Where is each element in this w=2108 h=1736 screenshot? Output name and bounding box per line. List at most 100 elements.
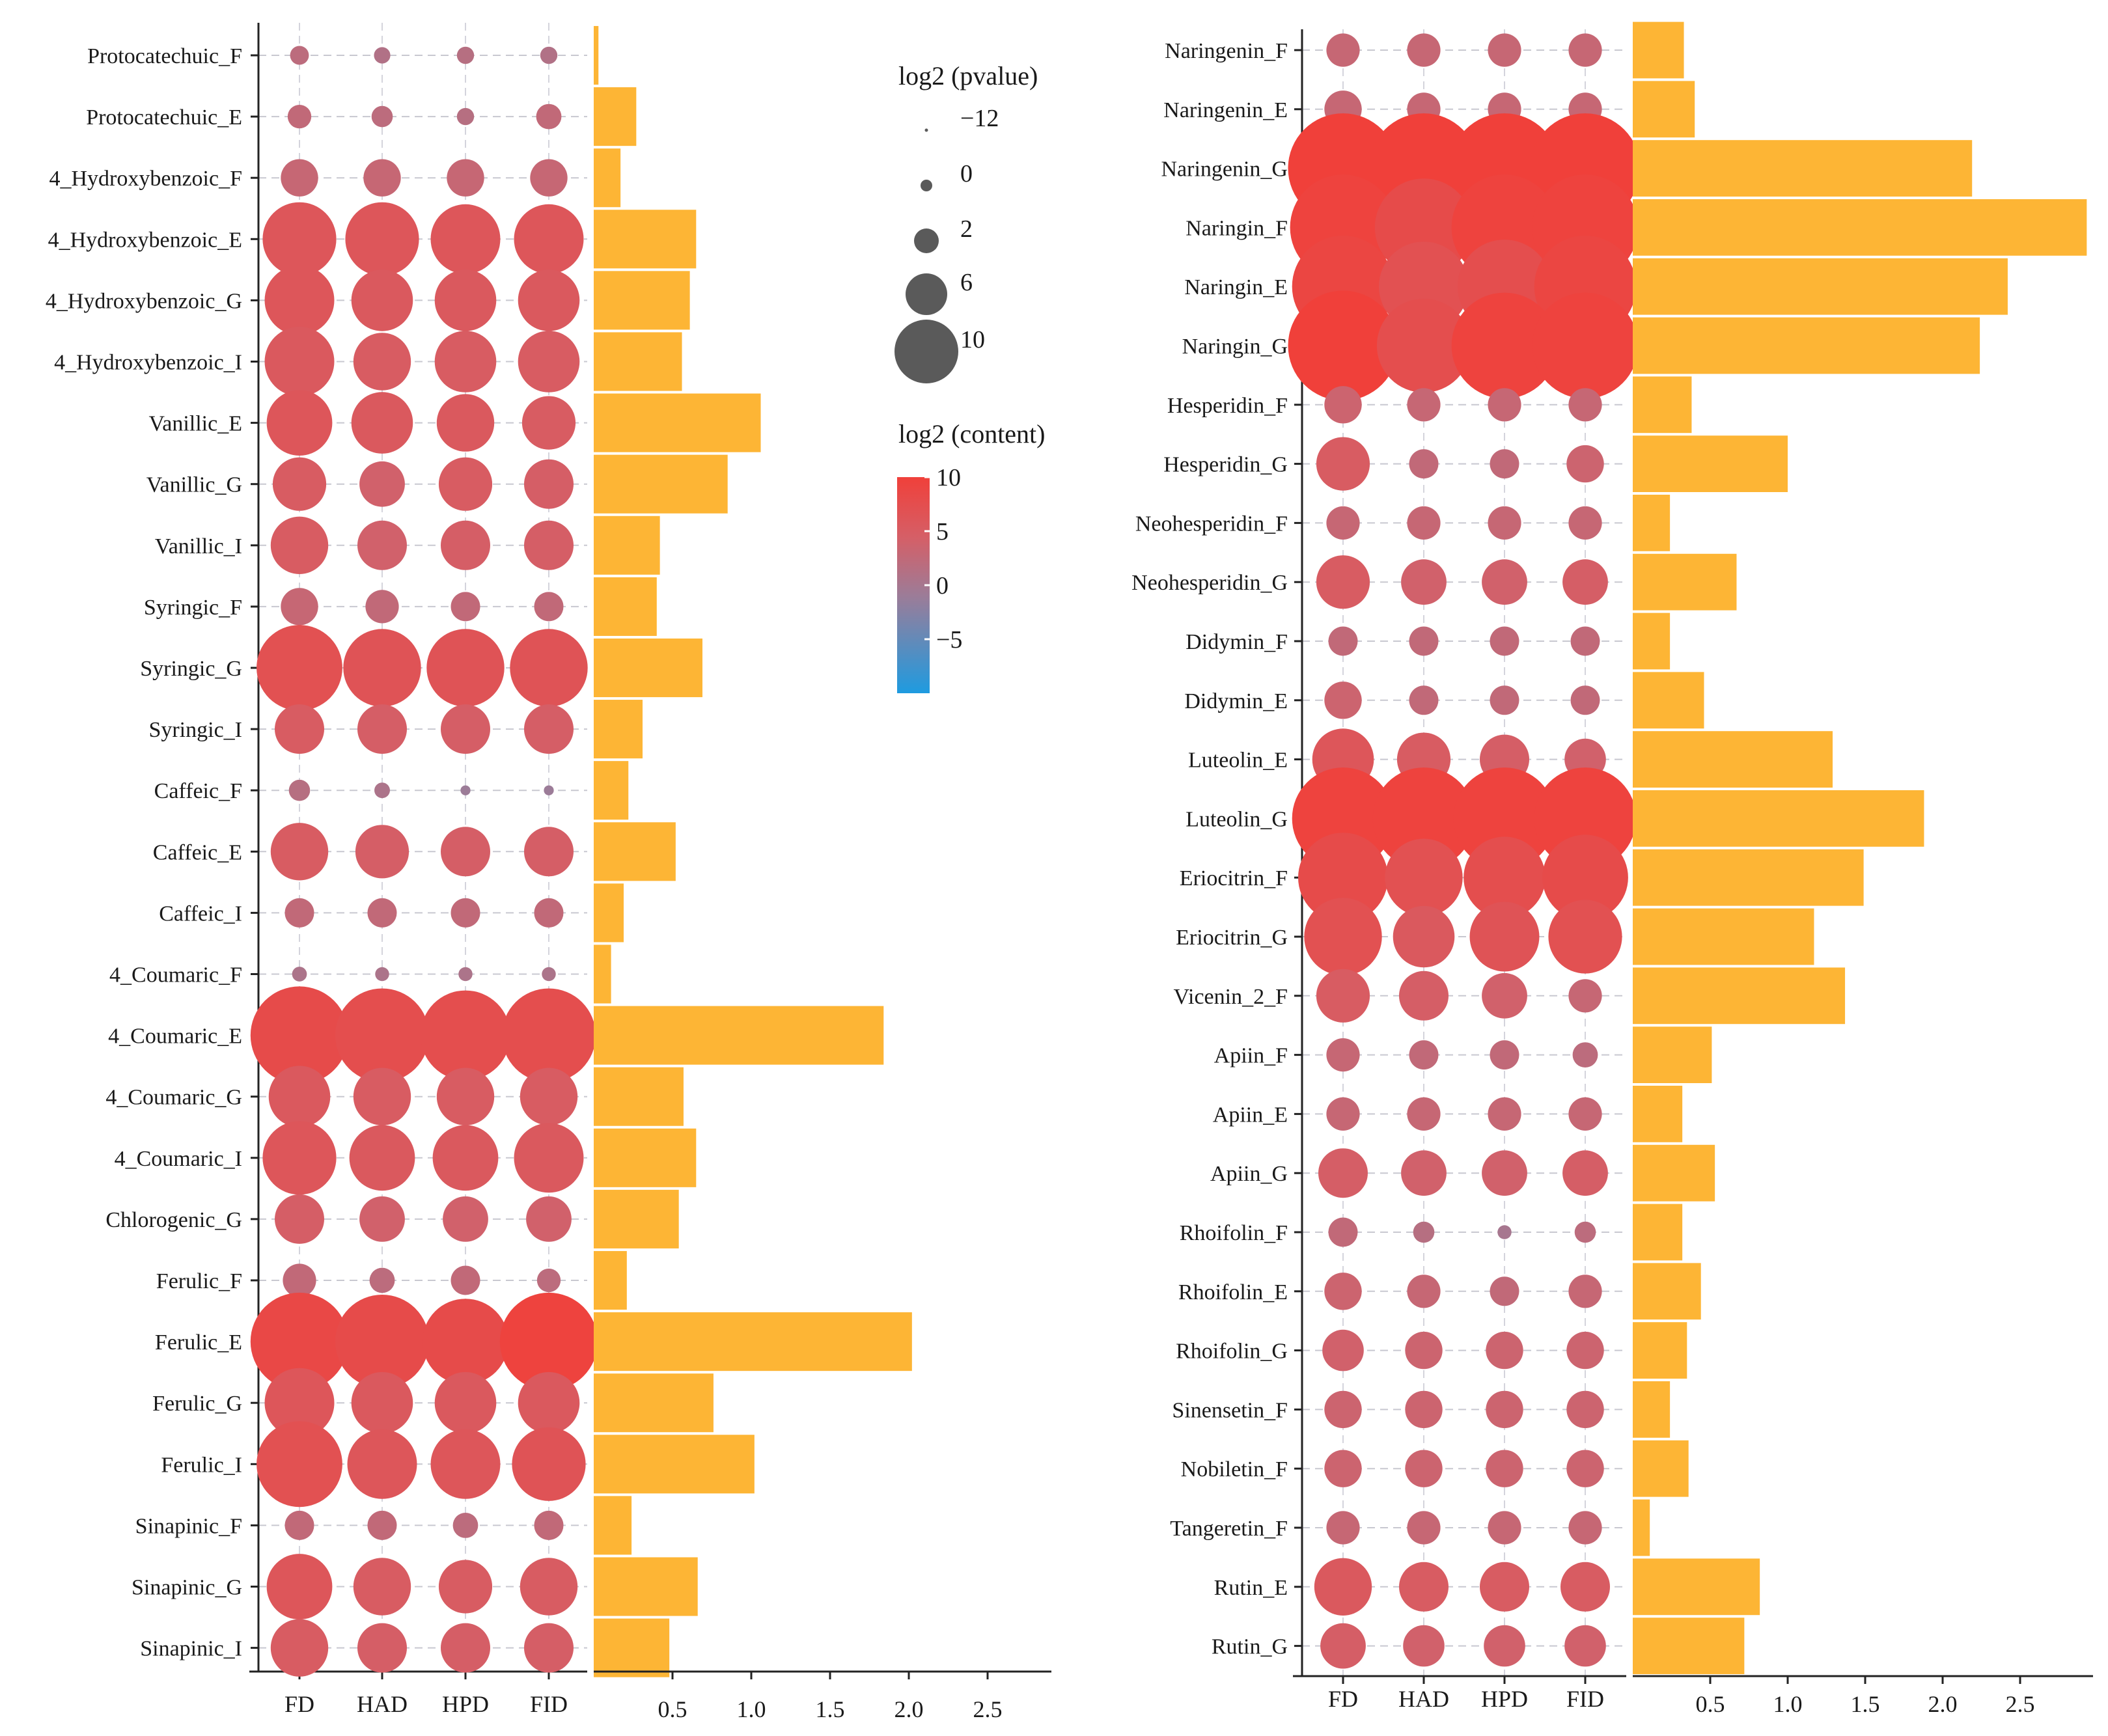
dot (262, 1121, 337, 1195)
column-label: HAD (357, 1691, 408, 1717)
dot (1407, 1097, 1441, 1131)
dot (367, 1510, 397, 1540)
row-label: 4_Coumaric_I (115, 1147, 242, 1171)
dot (1399, 971, 1449, 1021)
dot (1403, 1625, 1445, 1667)
row-label: 4_Hydroxybenzoic_G (46, 289, 242, 313)
row-label: Protocatechuic_F (87, 44, 242, 68)
bar (594, 454, 728, 514)
dot (520, 1558, 578, 1616)
dot (1316, 555, 1370, 609)
dot (262, 202, 337, 276)
dot (451, 898, 480, 928)
dot (288, 779, 311, 801)
column-label: HPD (442, 1691, 489, 1717)
row-label: Didymin_F (1186, 630, 1288, 654)
row-label: Rutin_E (1214, 1576, 1288, 1600)
bar (1633, 140, 1973, 197)
row-label: Ferulic_G (152, 1392, 242, 1416)
dot (456, 46, 475, 64)
dot (512, 1427, 586, 1501)
colorbar-tick-label: 5 (936, 518, 949, 545)
row-label: Rhoifolin_F (1180, 1221, 1288, 1245)
dot (452, 1513, 478, 1538)
dot (1568, 506, 1602, 540)
dot (1568, 1274, 1602, 1308)
row-label: Rhoifolin_G (1176, 1340, 1288, 1364)
dot (1568, 388, 1602, 422)
dot (290, 46, 309, 65)
dot (423, 1299, 508, 1385)
size-legend-circle (924, 128, 928, 132)
dot (359, 461, 405, 507)
dot (264, 1368, 335, 1438)
dot (1568, 1097, 1602, 1131)
dot (1322, 1329, 1364, 1371)
dot (250, 986, 349, 1084)
row-label: Didymin_E (1184, 689, 1288, 713)
bar (594, 1006, 884, 1065)
dot (1409, 685, 1439, 715)
dot (284, 898, 314, 928)
row-label: Eriocitrin_F (1180, 866, 1288, 890)
dot (1482, 559, 1527, 605)
dot (434, 1371, 497, 1434)
row-label: Hesperidin_G (1163, 453, 1288, 477)
row-label: Syringic_F (144, 596, 242, 620)
dot (1570, 685, 1600, 715)
dot (501, 988, 596, 1082)
dot (363, 159, 401, 197)
row-label: Apiin_E (1213, 1103, 1288, 1127)
bar (1633, 199, 2087, 256)
dot (270, 516, 329, 574)
dot (355, 825, 409, 879)
dot (1490, 685, 1519, 715)
row-label: Syringic_I (148, 718, 242, 742)
dot (1314, 1558, 1372, 1616)
dot (1570, 626, 1600, 656)
bar (594, 1496, 632, 1555)
dot (264, 327, 335, 396)
dot (1399, 1562, 1449, 1612)
dot (441, 827, 490, 877)
bar (594, 87, 637, 146)
dot (1574, 1221, 1596, 1243)
size-legend-circle (921, 180, 932, 191)
row-label: 4_Hydroxybenzoic_F (49, 167, 242, 191)
row-label: Sinapinic_I (140, 1637, 242, 1661)
dot (357, 520, 407, 570)
dot (544, 785, 554, 795)
dot (371, 105, 393, 128)
dot (1409, 1040, 1439, 1070)
column-label: HAD (1398, 1686, 1449, 1712)
dot (458, 967, 473, 982)
dot (1486, 1331, 1523, 1370)
dot (1407, 506, 1441, 540)
dot (351, 392, 413, 454)
dot (1318, 1148, 1368, 1198)
dot (1298, 833, 1388, 923)
bar (594, 393, 761, 452)
dot (353, 333, 411, 391)
dot (1451, 292, 1558, 399)
dot (1572, 1042, 1598, 1068)
dot (270, 823, 329, 881)
dot (365, 590, 399, 624)
row-label: 4_Hydroxybenzoic_I (54, 351, 242, 375)
dot (1562, 559, 1608, 605)
row-label: Naringenin_G (1161, 158, 1288, 182)
dot (534, 898, 564, 928)
bar (594, 1250, 627, 1310)
dot (359, 1196, 405, 1242)
dot (1568, 979, 1602, 1013)
column-label: FD (284, 1691, 314, 1717)
dot (1488, 1511, 1521, 1545)
dot (1324, 1450, 1362, 1487)
row-label: Neohesperidin_G (1131, 571, 1288, 595)
dot (1407, 1274, 1441, 1308)
dot (520, 1068, 578, 1125)
bar (1633, 1381, 1671, 1438)
dot (257, 1421, 342, 1508)
bar (1633, 1144, 1715, 1202)
color-legend-title: log2 (content) (898, 419, 1046, 448)
